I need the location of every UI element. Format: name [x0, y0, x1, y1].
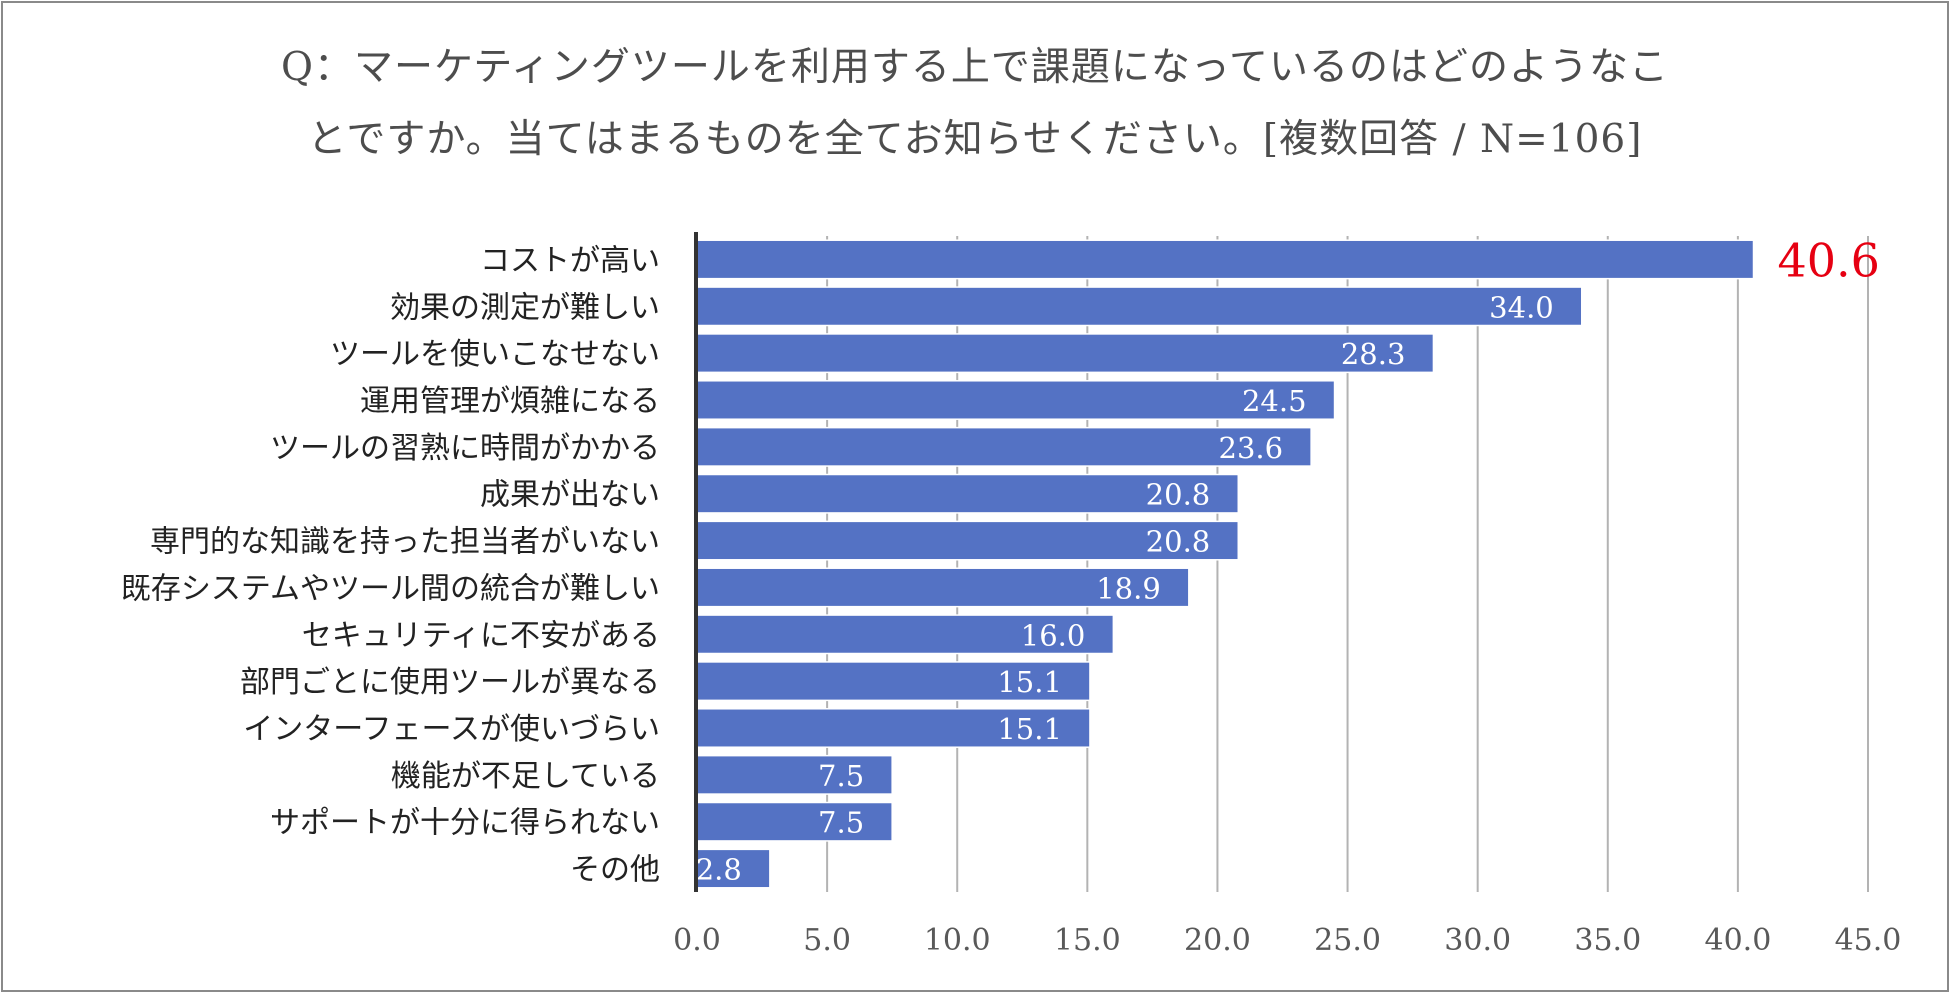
- bar: [696, 848, 771, 889]
- bar: [696, 801, 893, 842]
- value-label: 7.5: [818, 806, 864, 840]
- value-label: 15.1: [997, 712, 1062, 746]
- category-label: セキュリティに不安がある: [302, 618, 660, 653]
- category-label: 既存システムやツール間の統合が難しい: [121, 571, 660, 606]
- value-label: 24.5: [1242, 384, 1307, 418]
- category-label: ツールの習熟に時間がかかる: [270, 431, 660, 466]
- bar: [696, 708, 1091, 748]
- category-label: インターフェースが使いづらい: [243, 712, 660, 747]
- x-tick-label: 20.0: [1184, 923, 1251, 958]
- chart-title-line-1: Q：マーケティングツールを利用する上で課題になっているのはどのようなこ: [281, 45, 1669, 90]
- x-tick-label: 15.0: [1054, 923, 1121, 958]
- category-label: その他: [570, 853, 660, 888]
- value-label: 23.6: [1219, 431, 1284, 465]
- value-label: 16.0: [1021, 618, 1086, 652]
- bar: [696, 473, 1240, 514]
- bar: [696, 380, 1336, 420]
- bar: [696, 661, 1091, 702]
- category-label: 成果が出ない: [480, 478, 660, 513]
- value-label: 28.3: [1341, 337, 1406, 371]
- x-tick-label: 35.0: [1574, 923, 1641, 958]
- x-tick-label: 45.0: [1835, 923, 1902, 958]
- x-tick-label: 25.0: [1314, 923, 1381, 958]
- x-tick-label: 30.0: [1444, 923, 1511, 958]
- value-label: 34.0: [1489, 290, 1554, 324]
- bar: [696, 239, 1755, 280]
- value-label: 20.8: [1146, 478, 1211, 512]
- bar: [696, 333, 1435, 374]
- x-tick-label: 10.0: [924, 923, 991, 958]
- value-label: 15.1: [997, 665, 1062, 699]
- category-label: サポートが十分に得られない: [270, 806, 660, 841]
- value-label: 18.9: [1096, 571, 1161, 605]
- value-label: 7.5: [818, 759, 864, 793]
- value-label: 2.8: [696, 853, 742, 887]
- x-tick-label: 5.0: [803, 923, 851, 958]
- category-label: 専門的な知識を持った担当者がいない: [150, 525, 660, 560]
- x-tick-label: 0.0: [673, 923, 721, 958]
- bar: [696, 754, 893, 795]
- bar: [696, 520, 1240, 561]
- bar: [696, 567, 1190, 608]
- category-label: 運用管理が煩雑になる: [360, 384, 660, 419]
- chart-title-line-2: とですか。当てはまるものを全てお知らせください。[複数回答 / N=106]: [307, 117, 1643, 162]
- category-label: 機能が不足している: [391, 759, 660, 794]
- category-label: コストが高い: [480, 243, 660, 278]
- x-tick-label: 40.0: [1704, 923, 1771, 958]
- category-label: 効果の測定が難しい: [390, 290, 660, 325]
- category-label: ツールを使いこなせない: [330, 337, 660, 372]
- bar: [696, 426, 1312, 467]
- value-label: 20.8: [1146, 525, 1211, 559]
- bar: [696, 614, 1115, 655]
- category-label: 部門ごとに使用ツールが異なる: [240, 665, 660, 700]
- bar: [696, 286, 1583, 327]
- highlight-value-label: 40.6: [1778, 233, 1880, 287]
